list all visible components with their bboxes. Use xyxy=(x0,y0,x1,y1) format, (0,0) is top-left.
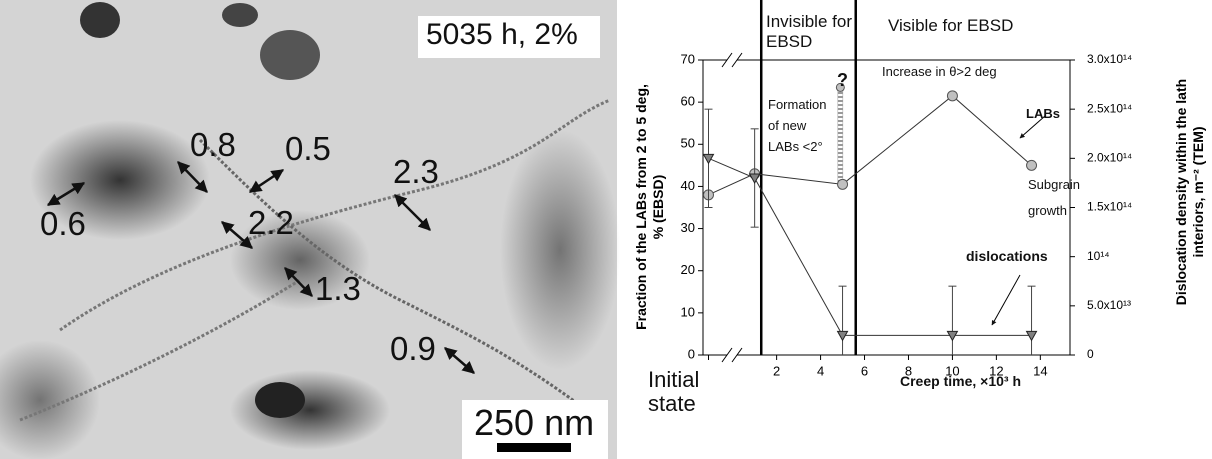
axis-break xyxy=(731,347,743,363)
x-tick-label: 10 xyxy=(945,363,959,378)
series-label: LABs xyxy=(1026,106,1060,121)
micrograph xyxy=(0,0,620,459)
region-label: Invisible for EBSD xyxy=(766,12,852,51)
y2-tick-label: 2.5x10¹⁴ xyxy=(1087,101,1132,115)
annotation: Subgrain growth xyxy=(1028,177,1081,218)
y-tick-label: 10 xyxy=(681,304,695,319)
circle-marker xyxy=(946,90,958,102)
misorientation-label: 1.3 xyxy=(315,270,361,307)
y-axis-title: Fraction of the LABs from 2 to 5 deg, % … xyxy=(633,84,666,330)
misorientation-label: 0.5 xyxy=(285,130,331,167)
y2-tick-label: 3.0x10¹⁴ xyxy=(1087,52,1132,66)
series-line xyxy=(708,95,1032,196)
triangle-marker xyxy=(703,153,715,165)
x-tick-label: Initial state xyxy=(648,367,700,416)
misorientation-label: 0.8 xyxy=(190,126,236,163)
x-axis-title: Creep time, ×10³ h xyxy=(900,373,1021,389)
x-tick-label: 2 xyxy=(773,363,780,378)
y2-tick-label: 10¹⁴ xyxy=(1087,249,1110,263)
triangle-marker xyxy=(836,330,849,342)
y-tick-label: 20 xyxy=(681,262,695,277)
axis-break xyxy=(721,52,733,68)
triangle-marker xyxy=(1025,330,1038,342)
y2-tick-label: 5.0x10¹³ xyxy=(1087,298,1131,312)
x-tick-label: 4 xyxy=(817,363,824,378)
question-mark: ? xyxy=(837,70,848,90)
axis-break xyxy=(721,347,733,363)
circle-marker xyxy=(837,178,849,190)
pointer-arrow xyxy=(991,274,1021,326)
y-tick-label: 40 xyxy=(681,178,695,193)
plot-area xyxy=(703,90,1038,355)
condition-label: 5035 h, 2% xyxy=(426,18,578,51)
region-label: Visible for EBSD xyxy=(888,16,1014,35)
scale-bar-label: 250 nm xyxy=(474,402,595,443)
series-line xyxy=(708,157,1032,336)
y-tick-label: 30 xyxy=(681,220,695,235)
point xyxy=(835,82,845,92)
x-tick-label: 8 xyxy=(905,363,912,378)
y-tick-label: 50 xyxy=(681,136,695,151)
annotation: Formation of new LABs <2° xyxy=(768,97,827,154)
y2-axis-title: Dislocation density within the lath inte… xyxy=(1173,78,1206,306)
x-tick-label: 14 xyxy=(1033,363,1047,378)
y2-tick-label: 2.0x10¹⁴ xyxy=(1087,151,1132,165)
misorientation-label: 2.2 xyxy=(248,204,294,241)
y-tick-label: 60 xyxy=(681,94,695,109)
axis-break xyxy=(731,52,743,68)
y2-tick-label: 1.5x10¹⁴ xyxy=(1087,200,1132,214)
misorientation-label: 0.6 xyxy=(40,205,86,242)
misorientation-label: 2.3 xyxy=(393,153,439,190)
x-tick-label: 6 xyxy=(861,363,868,378)
y-tick-label: 70 xyxy=(681,51,695,66)
y-tick-label: 0 xyxy=(688,346,695,361)
pointer-arrow xyxy=(1019,115,1046,139)
triangle-marker xyxy=(748,173,761,185)
circle-marker xyxy=(1026,159,1038,171)
series-label: dislocations xyxy=(966,248,1048,264)
x-tick-label: 12 xyxy=(989,363,1003,378)
misorientation-label: 0.9 xyxy=(390,330,436,367)
y2-tick-label: 0 xyxy=(1087,347,1094,361)
uncertain-range xyxy=(837,87,844,185)
annotation: Increase in θ>2 deg xyxy=(882,64,997,79)
triangle-marker xyxy=(946,330,959,342)
